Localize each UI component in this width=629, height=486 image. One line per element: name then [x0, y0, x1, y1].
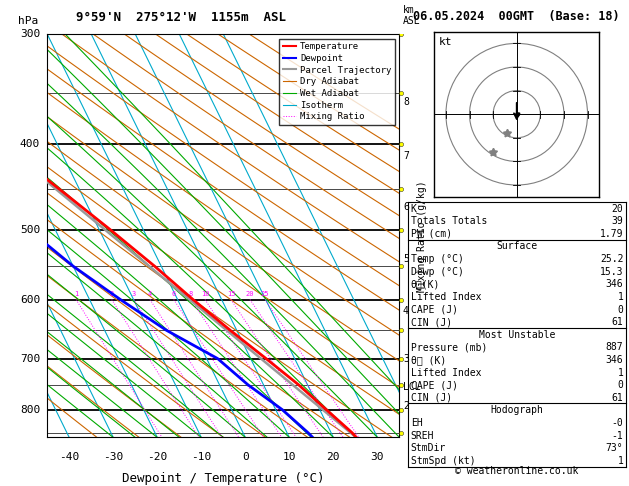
Text: 20: 20 — [326, 451, 340, 462]
Text: EH: EH — [411, 418, 423, 428]
Text: 0: 0 — [618, 305, 623, 314]
Text: CAPE (J): CAPE (J) — [411, 305, 458, 314]
Text: CIN (J): CIN (J) — [411, 393, 452, 403]
Text: Lifted Index: Lifted Index — [411, 292, 481, 302]
Text: 2: 2 — [403, 401, 409, 411]
Text: Mixing Ratio (g/kg): Mixing Ratio (g/kg) — [417, 180, 427, 292]
Text: 1: 1 — [74, 292, 78, 297]
Text: 0: 0 — [242, 451, 248, 462]
Text: 20: 20 — [611, 204, 623, 214]
Text: 400: 400 — [20, 139, 40, 149]
Text: -20: -20 — [147, 451, 167, 462]
Text: 6: 6 — [172, 292, 176, 297]
Text: 1: 1 — [618, 292, 623, 302]
Text: 5: 5 — [403, 254, 409, 264]
Text: 25.2: 25.2 — [600, 254, 623, 264]
Text: 700: 700 — [20, 353, 40, 364]
Text: -30: -30 — [103, 451, 123, 462]
Text: CAPE (J): CAPE (J) — [411, 380, 458, 390]
Text: 06.05.2024  00GMT  (Base: 18): 06.05.2024 00GMT (Base: 18) — [413, 10, 620, 23]
Text: kt: kt — [439, 36, 452, 47]
Text: LCL: LCL — [403, 382, 421, 392]
Text: 15.3: 15.3 — [600, 267, 623, 277]
Text: CIN (J): CIN (J) — [411, 317, 452, 327]
Text: θᴄ (K): θᴄ (K) — [411, 355, 446, 365]
Text: © weatheronline.co.uk: © weatheronline.co.uk — [455, 466, 579, 476]
Text: 39: 39 — [611, 216, 623, 226]
Text: 4: 4 — [148, 292, 152, 297]
Text: 800: 800 — [20, 405, 40, 415]
Text: 2: 2 — [109, 292, 114, 297]
Text: 25: 25 — [261, 292, 269, 297]
Text: Pressure (mb): Pressure (mb) — [411, 342, 487, 352]
Text: 7: 7 — [403, 151, 409, 160]
Text: 346: 346 — [606, 279, 623, 289]
Text: 10: 10 — [201, 292, 209, 297]
Text: 73°: 73° — [606, 443, 623, 453]
Text: StmSpd (kt): StmSpd (kt) — [411, 456, 476, 466]
Legend: Temperature, Dewpoint, Parcel Trajectory, Dry Adiabat, Wet Adiabat, Isotherm, Mi: Temperature, Dewpoint, Parcel Trajectory… — [279, 38, 395, 125]
Text: Hodograph: Hodograph — [490, 405, 543, 416]
Text: 1: 1 — [618, 367, 623, 378]
Text: SREH: SREH — [411, 431, 434, 441]
Text: 887: 887 — [606, 342, 623, 352]
Text: K: K — [411, 204, 416, 214]
Text: 10: 10 — [282, 451, 296, 462]
Text: 61: 61 — [611, 393, 623, 403]
Text: km
ASL: km ASL — [403, 5, 421, 26]
Text: 15: 15 — [226, 292, 235, 297]
Text: 9°59'N  275°12'W  1155m  ASL: 9°59'N 275°12'W 1155m ASL — [76, 11, 286, 24]
Text: 300: 300 — [20, 29, 40, 39]
Text: 4: 4 — [403, 306, 409, 316]
Text: 8: 8 — [403, 97, 409, 107]
Text: -1: -1 — [611, 431, 623, 441]
Text: Dewpoint / Temperature (°C): Dewpoint / Temperature (°C) — [122, 472, 325, 485]
Text: 3: 3 — [131, 292, 136, 297]
Text: 0: 0 — [618, 380, 623, 390]
Text: -0: -0 — [611, 418, 623, 428]
Text: 3: 3 — [403, 353, 409, 364]
Text: 61: 61 — [611, 317, 623, 327]
Text: 30: 30 — [370, 451, 384, 462]
Text: 6: 6 — [403, 202, 409, 212]
Text: Most Unstable: Most Unstable — [479, 330, 555, 340]
Text: PW (cm): PW (cm) — [411, 229, 452, 239]
Text: StmDir: StmDir — [411, 443, 446, 453]
Text: 8: 8 — [189, 292, 193, 297]
Text: Surface: Surface — [496, 242, 537, 251]
Text: Totals Totals: Totals Totals — [411, 216, 487, 226]
Text: hPa: hPa — [18, 16, 38, 26]
Text: -40: -40 — [59, 451, 79, 462]
Text: -10: -10 — [191, 451, 211, 462]
Text: 600: 600 — [20, 295, 40, 305]
Text: 1.79: 1.79 — [600, 229, 623, 239]
Text: Dewp (°C): Dewp (°C) — [411, 267, 464, 277]
Text: 346: 346 — [606, 355, 623, 365]
Text: θᴄ(K): θᴄ(K) — [411, 279, 440, 289]
Text: 1: 1 — [618, 456, 623, 466]
Text: 500: 500 — [20, 225, 40, 235]
Text: Lifted Index: Lifted Index — [411, 367, 481, 378]
Text: 20: 20 — [246, 292, 254, 297]
Text: Temp (°C): Temp (°C) — [411, 254, 464, 264]
